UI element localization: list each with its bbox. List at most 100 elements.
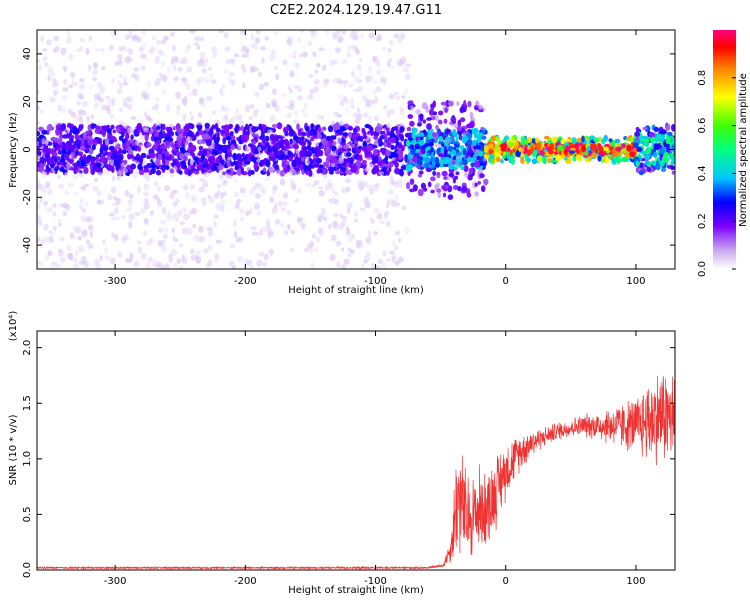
spectrogram-cell	[52, 82, 58, 88]
spectrogram-cell	[373, 131, 378, 136]
spectrogram-cell	[100, 156, 105, 163]
spectrogram-cell	[373, 208, 380, 214]
spectrogram-cell	[330, 253, 336, 261]
spectrogram-cell	[365, 236, 372, 244]
spectrogram-cell	[308, 73, 314, 78]
spectrogram-cell	[288, 53, 293, 59]
spectrogram-cell	[273, 31, 279, 36]
spectrogram-cell	[603, 146, 609, 151]
spectrogram-cell	[349, 249, 355, 255]
spectrogram-cell	[257, 146, 262, 151]
spectrogram-cell	[369, 163, 374, 169]
spectrogram-cell	[89, 84, 93, 90]
spectrogram-cell	[635, 166, 640, 173]
spectrogram-cell	[664, 151, 669, 157]
spectrogram-cell	[232, 114, 238, 122]
spectrogram-cell	[256, 210, 262, 217]
spectrogram-cell	[240, 30, 245, 36]
spectrogram-cell	[193, 42, 200, 47]
spectrogram-cell	[386, 110, 391, 118]
spectrogram-cell	[651, 136, 656, 141]
spectrogram-cell	[404, 63, 411, 68]
spectrogram-cell	[56, 174, 61, 180]
spectrogram-cell	[317, 214, 323, 223]
spectrogram-cell	[158, 264, 165, 269]
spectrogram-cell	[274, 218, 281, 225]
spectrogram-cell	[44, 139, 49, 146]
spectrogram-cell	[237, 114, 242, 121]
spectrogram-cell	[316, 134, 323, 139]
spectrogram-cell	[286, 210, 292, 216]
spectrogram-cell	[129, 164, 136, 169]
spectrogram-cell	[159, 74, 166, 81]
spectrogram-cell	[212, 220, 217, 228]
spectrogram-cell	[297, 37, 301, 42]
spectrogram-cell	[70, 71, 76, 78]
spectrogram-cell	[120, 214, 126, 220]
spectrogram-cell	[254, 37, 260, 44]
spectrogram-cell	[234, 178, 238, 184]
spectrogram-cell	[441, 185, 445, 190]
spectrogram-cell	[207, 231, 213, 237]
spectrogram-cell	[241, 152, 245, 158]
spectrogram-cell	[70, 135, 75, 139]
spectrogram-cell	[343, 99, 351, 105]
spectrogram-cell	[196, 45, 201, 50]
spectrogram-cell	[315, 236, 321, 243]
spectrogram-cell	[122, 98, 127, 103]
spectrogram-cell	[370, 263, 376, 269]
spectrogram-cell	[94, 125, 101, 130]
spectrogram-cell	[321, 126, 327, 131]
snr-series	[37, 375, 675, 570]
spectrogram-cell	[457, 119, 462, 127]
spectrogram-cell	[333, 124, 340, 130]
spectrogram-cell	[472, 139, 477, 147]
spectrogram-cell	[576, 137, 583, 142]
spectrogram-cell	[328, 182, 334, 189]
spectrogram-cell	[382, 250, 387, 257]
spectrogram-cell	[331, 155, 337, 163]
spectrogram-cell	[325, 30, 330, 36]
x-tick-label: 100	[626, 276, 645, 287]
spectrogram-cell	[39, 162, 44, 169]
spectrogram-cell	[67, 109, 73, 115]
spectrogram-cell	[66, 127, 71, 134]
spectrogram-cell	[86, 154, 93, 159]
spectrogram-cell	[655, 160, 660, 167]
x-tick-label: 0	[503, 276, 509, 287]
spectrogram-cell	[409, 188, 415, 193]
spectrogram-cell	[365, 103, 372, 108]
spectrogram-cell	[224, 46, 231, 52]
spectrogram-cell	[397, 152, 404, 161]
spectrogram-cell	[83, 166, 89, 174]
spectrogram-cell	[186, 227, 193, 235]
spectrogram-cell	[671, 170, 675, 175]
spectrogram-cell	[134, 74, 140, 82]
spectrogram-cell	[229, 260, 234, 267]
spectrogram-cell	[271, 102, 277, 108]
spectrogram-cell	[360, 33, 365, 40]
spectrogram-cell	[53, 225, 57, 232]
spectrogram-cell	[310, 262, 315, 269]
spectrogram-cell	[544, 142, 549, 148]
spectrogram-cell	[198, 140, 203, 144]
spectrogram-cell	[380, 76, 387, 83]
spectrogram-cell	[565, 138, 572, 143]
spectrogram-cell	[164, 159, 169, 167]
spectrogram-cell	[89, 230, 94, 238]
spectrogram-cell	[161, 89, 166, 95]
spectrogram-cell	[340, 126, 346, 132]
spectrogram-cell	[397, 35, 403, 43]
spectrogram-cell	[391, 254, 397, 263]
spectrogram-cell	[282, 59, 288, 66]
spectrogram-cell	[110, 114, 114, 119]
spectrogram-cell	[342, 139, 346, 143]
spectrogram-cell	[393, 33, 399, 39]
spectrogram-cell	[130, 153, 134, 159]
spectrogram-cell	[355, 136, 362, 142]
spectrogram-cell	[290, 178, 295, 185]
spectrogram-cell	[173, 261, 178, 269]
spectrogram-cell	[162, 123, 166, 131]
spectrogram-cell	[294, 155, 300, 162]
spectrogram-cell	[170, 173, 174, 178]
